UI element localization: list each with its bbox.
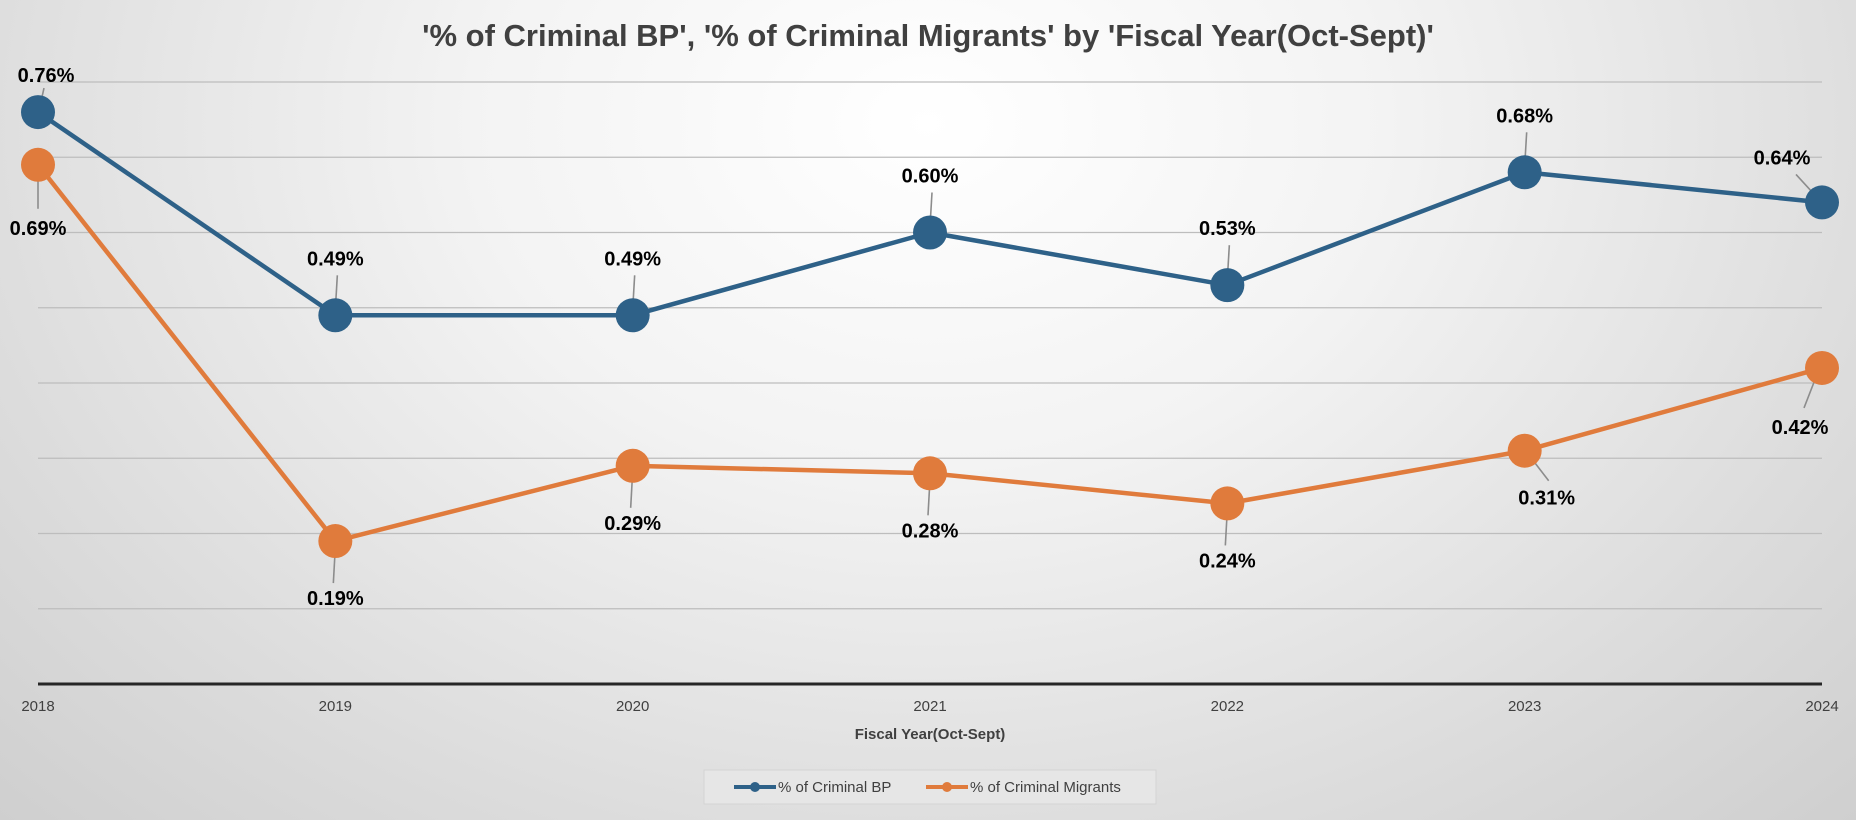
legend-items: % of Criminal BP % of Criminal Migrants bbox=[734, 779, 1121, 796]
data-label: 0.76% bbox=[18, 65, 75, 87]
data-label: 0.24% bbox=[1199, 550, 1256, 572]
x-tick-label: 2024 bbox=[1805, 698, 1838, 715]
data-label: 0.42% bbox=[1772, 417, 1829, 439]
data-point bbox=[615, 448, 650, 483]
legend-marker-swatch bbox=[942, 782, 952, 792]
data-label: 0.68% bbox=[1496, 105, 1553, 127]
data-label: 0.69% bbox=[10, 218, 67, 240]
data-point bbox=[1507, 155, 1542, 190]
data-label: 0.49% bbox=[604, 248, 661, 270]
x-tick-label: 2020 bbox=[616, 698, 649, 715]
data-label: 0.64% bbox=[1754, 147, 1811, 169]
series-group: 0.76% 0.49% 0.49% 0.60% 0.53% 0.68% 0.64% bbox=[18, 65, 1839, 333]
data-point bbox=[318, 524, 353, 559]
series-layer: 0.76%0.49% 0.49%0.60%0.53%0.68%0.64%0.69%… bbox=[10, 65, 1839, 610]
data-point bbox=[1210, 486, 1245, 521]
series-group: 0.69% 0.19% 0.29% 0.28% 0.24% 0.31% 0.42% bbox=[10, 147, 1839, 610]
legend-marker-swatch bbox=[750, 782, 760, 792]
data-point bbox=[913, 215, 947, 250]
data-label: 0.60% bbox=[902, 166, 959, 188]
x-tick-labels: 2018 2019 2020 2021 2022 2023 2024 bbox=[21, 698, 1838, 715]
data-point bbox=[913, 456, 947, 491]
data-point bbox=[318, 298, 353, 333]
data-label: 0.19% bbox=[307, 588, 364, 610]
data-label: 0.31% bbox=[1518, 488, 1575, 510]
x-tick-label: 2018 bbox=[21, 698, 54, 715]
data-label: 0.49% bbox=[307, 248, 364, 270]
x-tick-label: 2022 bbox=[1211, 698, 1244, 715]
data-point bbox=[1507, 433, 1542, 468]
data-point bbox=[1210, 268, 1245, 303]
x-tick-label: 2023 bbox=[1508, 698, 1541, 715]
data-label: 0.28% bbox=[902, 520, 959, 542]
data-label: 0.53% bbox=[1199, 218, 1256, 240]
legend-label: % of Criminal Migrants bbox=[970, 779, 1121, 796]
data-point bbox=[1805, 185, 1839, 220]
data-label: 0.29% bbox=[604, 513, 661, 535]
data-point bbox=[1805, 350, 1839, 385]
chart-title: '% of Criminal BP', '% of Criminal Migra… bbox=[422, 18, 1434, 53]
x-axis-title: Fiscal Year(Oct-Sept) bbox=[855, 726, 1006, 743]
legend-label: % of Criminal BP bbox=[778, 779, 891, 796]
legend: % of Criminal BP % of Criminal Migrants bbox=[703, 769, 1157, 805]
x-tick-label: 2019 bbox=[319, 698, 352, 715]
data-point bbox=[21, 95, 55, 130]
data-point bbox=[21, 147, 55, 182]
data-point bbox=[615, 298, 650, 333]
x-tick-label: 2021 bbox=[913, 698, 946, 715]
